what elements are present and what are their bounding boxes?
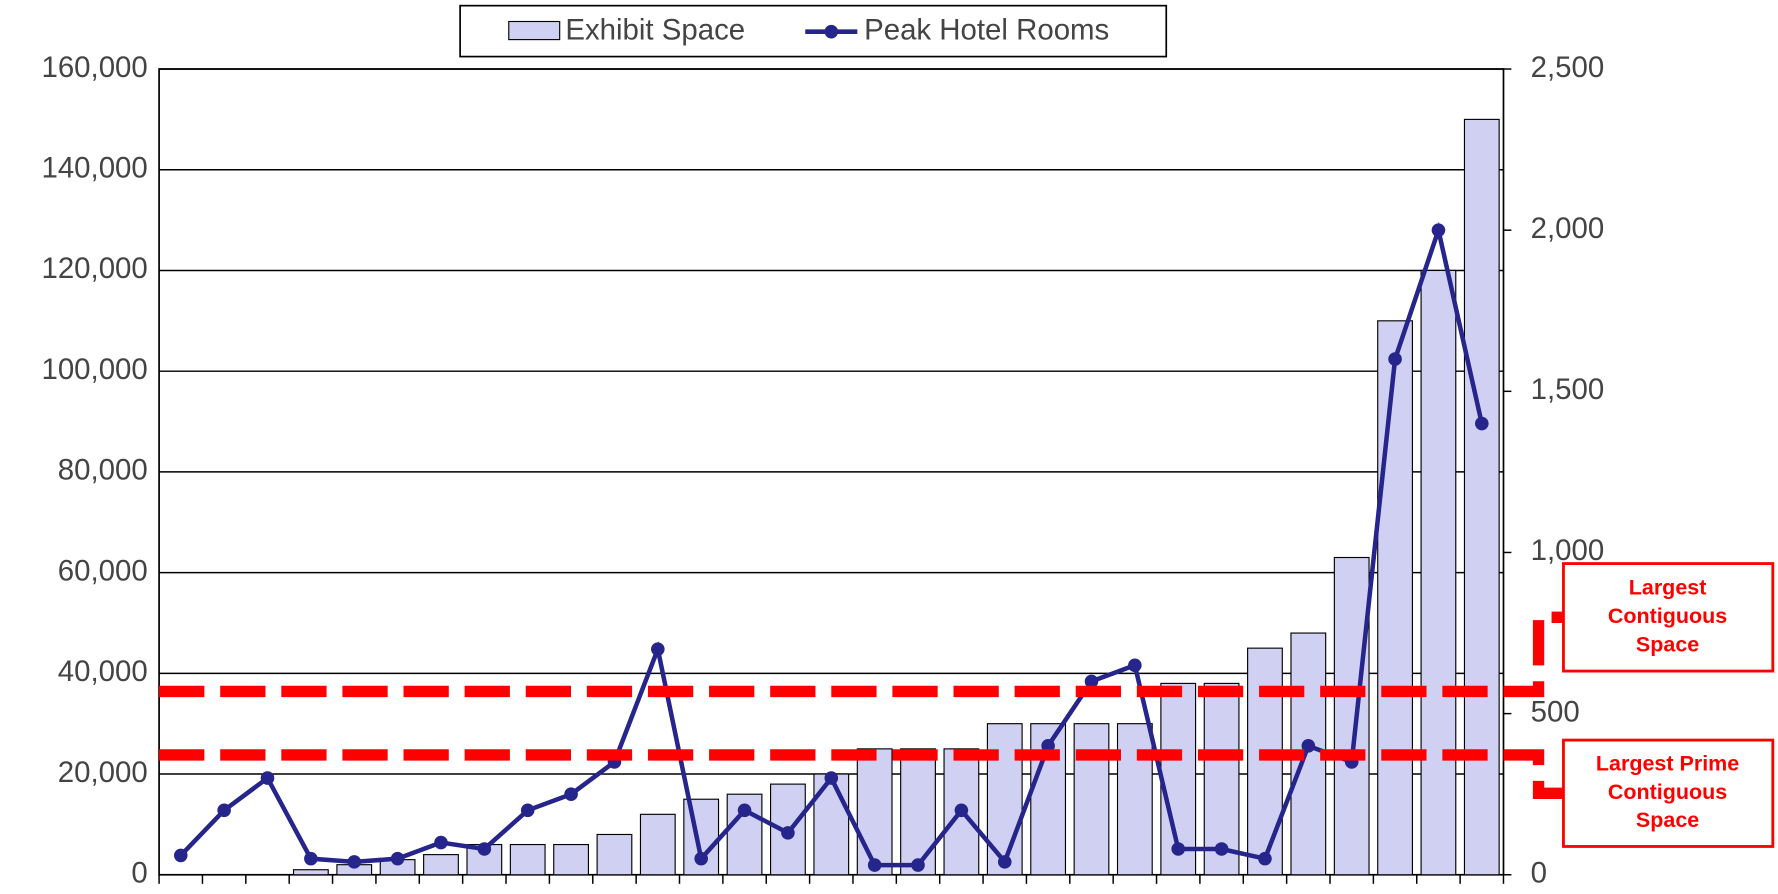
y2-tick-label: 500: [1531, 695, 1580, 728]
bar: [292, 869, 329, 876]
line: [179, 221, 1485, 868]
legend-swatch: [508, 20, 561, 41]
marker: [1258, 851, 1272, 866]
bar: [596, 833, 633, 876]
legend-label: Peak Hotel Rooms: [864, 13, 1109, 46]
marker: [1171, 842, 1186, 856]
marker: [911, 858, 925, 872]
legend-marker: [824, 24, 839, 39]
y-tick-label: 40,000: [58, 655, 148, 688]
y-tick-label: 160,000: [41, 51, 147, 84]
annotation-text: Space: [1636, 632, 1699, 656]
marker: [564, 787, 578, 801]
bar: [1420, 269, 1457, 876]
legend-label: Exhibit Space: [565, 13, 745, 46]
marker: [304, 851, 318, 866]
bar: [509, 843, 546, 876]
annotation-box: [1562, 738, 1775, 848]
annotation-text: Largest Prime: [1596, 752, 1739, 776]
bar: [553, 843, 589, 876]
marker: [347, 855, 362, 869]
bar: [1463, 118, 1500, 876]
y2-tick-label: 1,000: [1531, 534, 1605, 567]
marker: [1084, 674, 1099, 689]
marker: [694, 851, 708, 866]
y-tick-label: 140,000: [41, 152, 147, 185]
bar: [900, 748, 936, 876]
y-tick-label: 100,000: [41, 353, 147, 386]
marker: [824, 771, 839, 785]
y2-tick-label: 2,500: [1531, 51, 1605, 84]
y2-tick-label: 1,500: [1531, 373, 1605, 406]
marker: [1128, 658, 1142, 673]
marker: [434, 835, 448, 850]
annotation-text: Contiguous: [1608, 780, 1727, 804]
y-tick-label: 20,000: [58, 756, 148, 789]
annotation-box: [1562, 562, 1775, 673]
marker: [737, 803, 752, 818]
bar: [1333, 556, 1370, 876]
marker: [867, 858, 882, 872]
bar: [1247, 647, 1283, 876]
marker: [1431, 223, 1446, 237]
y-tick-label: 60,000: [58, 554, 148, 587]
y-tick-label: 120,000: [41, 252, 147, 285]
marker: [520, 803, 535, 818]
marker: [260, 771, 275, 785]
marker: [173, 848, 188, 863]
marker: [651, 642, 665, 656]
reference-line: [159, 749, 1564, 799]
y-tick-label: 80,000: [58, 454, 148, 487]
bar: [1116, 723, 1153, 876]
marker: [954, 803, 969, 818]
bar: [639, 813, 676, 876]
y2-tick-label: 2,000: [1531, 212, 1605, 245]
bar: [986, 723, 1023, 876]
marker: [477, 842, 492, 856]
marker: [1041, 739, 1055, 753]
marker: [390, 851, 405, 866]
bar: [1377, 320, 1413, 876]
marker: [997, 855, 1012, 869]
y-tick-label: 0: [131, 857, 147, 890]
bar: [813, 773, 850, 876]
marker: [1214, 842, 1229, 856]
marker: [217, 803, 231, 818]
bar: [1203, 682, 1240, 876]
bar: [856, 748, 893, 876]
annotation-text: Space: [1636, 808, 1699, 832]
marker: [1301, 739, 1316, 753]
annotation-text: Contiguous: [1608, 604, 1727, 628]
marker: [781, 826, 795, 840]
marker: [1388, 352, 1402, 366]
y2-tick-label: 0: [1531, 857, 1547, 890]
annotation-text: Largest: [1629, 576, 1707, 600]
reference-line: [159, 611, 1564, 698]
bar: [1073, 723, 1110, 876]
marker: [1475, 416, 1489, 431]
bar: [423, 854, 459, 876]
